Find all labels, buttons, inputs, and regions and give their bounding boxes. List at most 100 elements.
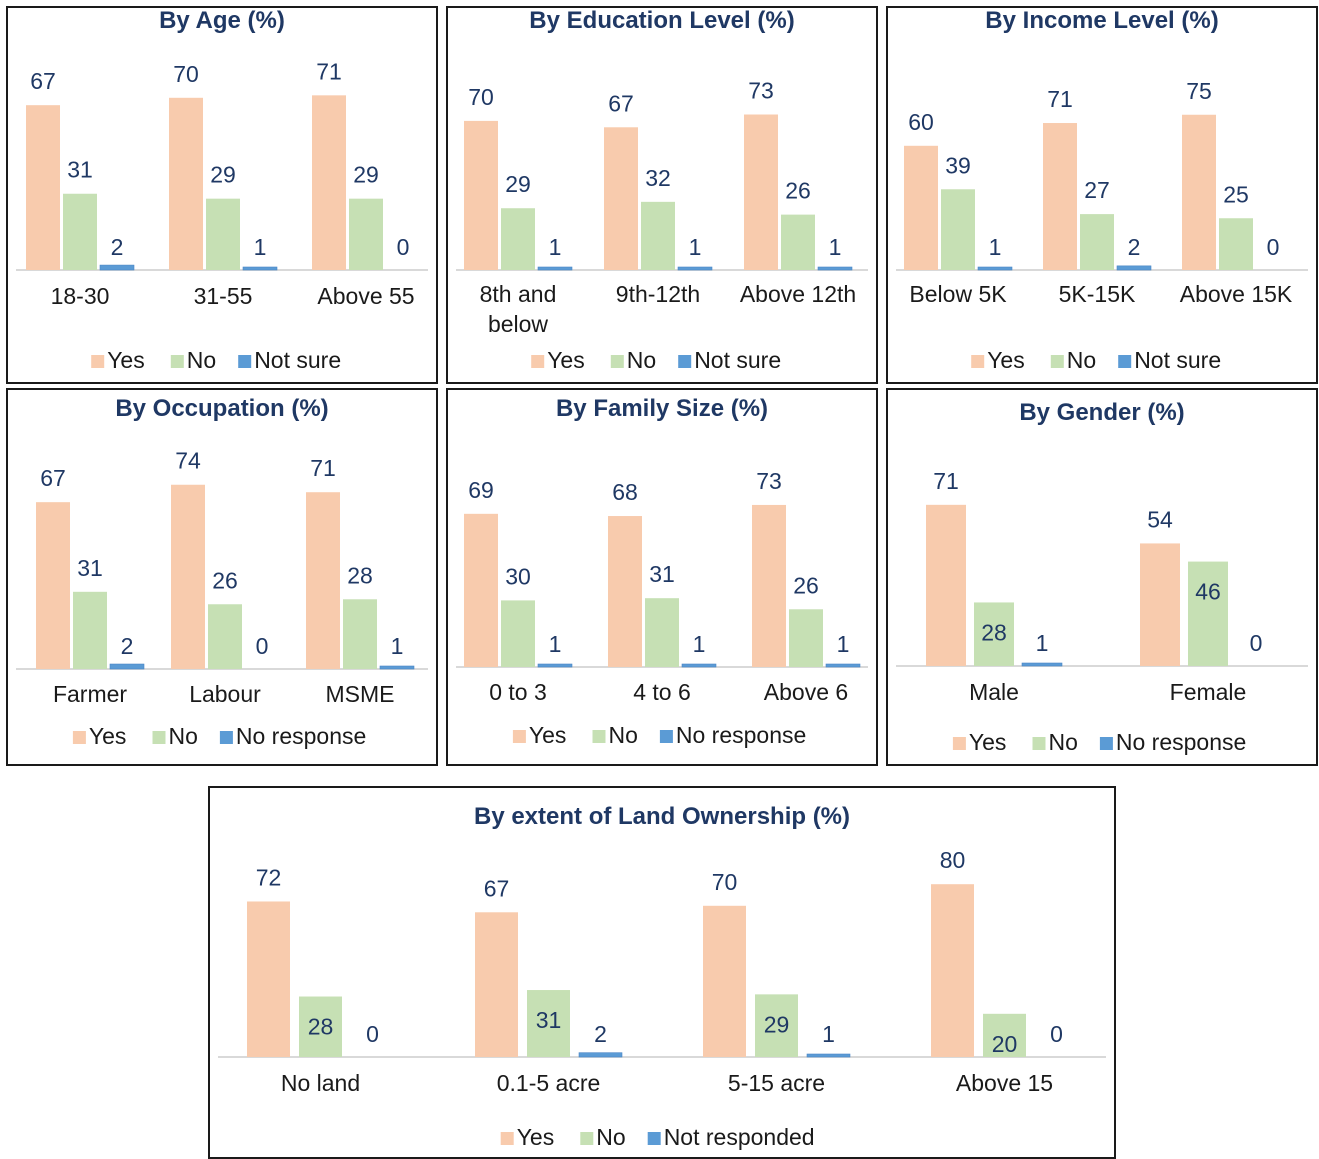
category-label: Farmer <box>53 681 127 707</box>
category-label: 8th and below <box>480 281 557 337</box>
bar-yes <box>464 513 498 667</box>
bar-no <box>983 1013 1026 1057</box>
legend-swatch <box>72 731 86 744</box>
data-label: 29 <box>210 162 236 188</box>
data-label: 72 <box>256 864 282 890</box>
category-label: 31-55 <box>194 283 253 309</box>
chart-by-income: By Income Level (%) 60 39 1 Below 5K 71 27 2 5K-… <box>886 6 1318 384</box>
category-label: Male <box>969 679 1019 705</box>
bar-no <box>343 599 377 669</box>
data-label: 31 <box>649 561 675 587</box>
bar-yes <box>312 95 346 270</box>
legend-item: Not responded <box>664 1124 815 1150</box>
bar-no <box>63 193 97 270</box>
legend-swatch <box>659 730 673 743</box>
bar-no <box>1219 218 1253 270</box>
data-label: 31 <box>67 157 93 183</box>
chart-by-family-size: By Family Size (%) 69 30 1 0 to 3 68 31 1 4 to 6… <box>446 388 878 766</box>
bar-no <box>974 602 1014 666</box>
bar-yes <box>752 504 786 667</box>
data-label: 67 <box>30 68 56 94</box>
data-label: 73 <box>748 78 774 104</box>
bar-yes <box>26 105 60 271</box>
bar-no-response <box>109 663 145 670</box>
data-label: 69 <box>468 477 494 503</box>
data-label: 0 <box>1267 234 1280 260</box>
data-label: 71 <box>1047 86 1073 112</box>
data-label: 28 <box>981 619 1007 645</box>
legend-item: Yes <box>517 1124 555 1150</box>
legend-swatch <box>647 1132 661 1145</box>
data-label: 2 <box>121 633 134 659</box>
legend-swatch <box>500 1132 514 1145</box>
chart-svg: By Education Level (%) 70 29 1 8th and below 6… <box>456 8 868 373</box>
legend-swatch <box>610 355 624 368</box>
category-label: 5K-15K <box>1059 281 1136 307</box>
legend-swatch <box>971 355 985 368</box>
chart-by-occupation: By Occupation (%) 67 31 2 Farmer 74 26 0 Labour 7… <box>6 388 438 766</box>
category-label: 9th-12th <box>616 281 700 307</box>
legend-item: No response <box>236 723 366 749</box>
legend-swatch <box>580 1132 594 1145</box>
category-label: Above 6 <box>764 679 848 705</box>
bar-no-response <box>1021 662 1063 667</box>
bar-no <box>781 214 815 270</box>
data-label: 26 <box>785 178 811 204</box>
legend-swatch <box>512 730 526 743</box>
legend-item: No <box>187 347 216 373</box>
data-label: 67 <box>608 90 634 116</box>
category-label: 5-15 acre <box>728 1070 825 1096</box>
legend-swatch <box>1050 355 1064 368</box>
bar-no <box>206 198 240 270</box>
chart-title: By Family Size (%) <box>556 395 768 422</box>
bar-yes <box>904 145 938 270</box>
category-label: 4 to 6 <box>633 679 691 705</box>
legend-swatch <box>1118 355 1132 368</box>
data-label: 29 <box>353 162 379 188</box>
legend-item: No <box>1067 347 1096 373</box>
data-label: 54 <box>1147 506 1173 532</box>
bar-no <box>789 609 823 667</box>
bar-no <box>501 208 535 270</box>
data-label: 67 <box>484 875 510 901</box>
bar-not-sure <box>817 266 853 271</box>
data-label: 31 <box>77 555 103 581</box>
data-label: 20 <box>992 1031 1018 1057</box>
bar-yes <box>464 120 498 271</box>
legend-item: Not sure <box>254 347 341 373</box>
chart-by-gender: By Gender (%) 71 28 1 Male 54 46 0 Female Yes No No… <box>886 388 1318 766</box>
legend-swatch <box>1032 737 1046 750</box>
bar-no <box>641 201 675 270</box>
bar-no <box>299 996 342 1057</box>
data-label: 1 <box>822 1021 835 1047</box>
bar-yes <box>247 901 290 1057</box>
data-label: 80 <box>940 847 966 873</box>
data-label: 73 <box>756 468 782 494</box>
data-label: 1 <box>254 234 267 260</box>
chart-by-age: By Age (%) 67 31 2 18-30 70 29 1 31-55 71 29 0 Above… <box>6 6 438 384</box>
bar-not-sure <box>977 266 1013 271</box>
chart-title: By Education Level (%) <box>529 8 794 34</box>
legend-swatch <box>531 355 545 368</box>
data-label: 29 <box>764 1011 790 1037</box>
legend-item: Yes <box>89 723 127 749</box>
data-label: 30 <box>505 563 531 589</box>
chart-by-education: By Education Level (%) 70 29 1 8th and below 6… <box>446 6 878 384</box>
bar-not-responded <box>806 1053 851 1058</box>
bar-not-sure <box>1116 265 1152 271</box>
category-label: Above 15 <box>956 1070 1053 1096</box>
chart-svg: By Occupation (%) 67 31 2 Farmer 74 26 0 Labour 7… <box>16 395 428 749</box>
bar-yes <box>171 484 205 669</box>
legend-swatch <box>1099 737 1113 750</box>
category-label: Above 12th <box>740 281 856 307</box>
bar-yes <box>169 97 203 270</box>
data-label: 29 <box>505 171 531 197</box>
bar-no-response <box>379 665 415 670</box>
category-label: 18-30 <box>51 283 110 309</box>
legend-item: Yes <box>987 347 1025 373</box>
legend-swatch <box>238 355 252 368</box>
data-label: 28 <box>308 1014 334 1040</box>
bar-no <box>1080 214 1114 270</box>
chart-title: By extent of Land Ownership (%) <box>474 803 850 830</box>
